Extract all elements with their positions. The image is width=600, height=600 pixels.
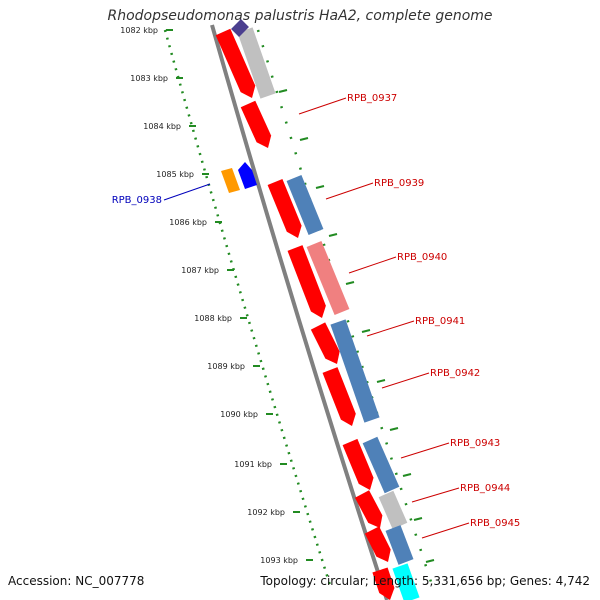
cds-feature-blue[interactable] <box>238 162 257 189</box>
cds-feature[interactable] <box>372 567 395 600</box>
blast-hit-feature[interactable] <box>237 27 276 99</box>
gene-label[interactable]: RPB_0943 <box>450 438 500 449</box>
gene-label[interactable]: RPB_0940 <box>397 252 447 263</box>
gene-label-leader <box>411 487 460 503</box>
cds-feature[interactable] <box>322 367 356 426</box>
ruler-tick-label: 1088 kbp <box>194 314 232 323</box>
cds-feature[interactable] <box>364 526 391 562</box>
gene-label-leader <box>298 97 347 115</box>
ruler-tick-label: 1089 kbp <box>207 362 245 371</box>
gene-label-leader <box>421 522 470 539</box>
gene-label[interactable]: RPB_0945 <box>470 518 520 529</box>
genome-summary-text: Topology: circular; Length: 5,331,656 bp… <box>260 574 590 588</box>
ruler-tick-label: 1086 kbp <box>169 218 207 227</box>
genome-backbone <box>210 24 389 600</box>
blast-hit-feature[interactable] <box>362 436 400 494</box>
gene-label[interactable]: RPB_0944 <box>460 483 510 494</box>
gene-label[interactable]: RPB_0938 <box>112 195 162 206</box>
outer-ruler-tick <box>278 89 288 93</box>
cds-feature[interactable] <box>287 245 326 318</box>
blast-hit-feature[interactable] <box>286 174 324 236</box>
blast-hit-feature[interactable] <box>330 319 380 423</box>
gene-label-leader <box>381 372 430 389</box>
outer-ruler-tick <box>361 329 371 333</box>
ruler-tick-label: 1092 kbp <box>247 508 285 517</box>
map-title: Rhodopseudomonas palustris HaA2, complet… <box>107 8 493 24</box>
ruler-tick-label: 1090 kbp <box>220 410 258 419</box>
gene-label[interactable]: RPB_0939 <box>374 178 424 189</box>
ruler-arc <box>163 29 332 586</box>
cds-feature[interactable] <box>310 322 340 364</box>
cds-feature[interactable] <box>215 28 256 98</box>
outer-ruler-tick <box>299 137 309 141</box>
gene-label-leader <box>366 320 415 337</box>
outer-ruler-tick <box>389 427 399 431</box>
cds-feature[interactable] <box>342 438 374 490</box>
outer-ruler-tick <box>402 473 412 477</box>
cds-feature[interactable] <box>354 490 383 528</box>
ruler-tick-label: 1082 kbp <box>120 26 158 35</box>
ruler-tick-label: 1083 kbp <box>130 74 168 83</box>
ruler-tick-label: 1091 kbp <box>234 460 272 469</box>
accession-text: Accession: NC_007778 <box>8 574 145 588</box>
gene-label[interactable]: RPB_0937 <box>347 93 397 104</box>
cds-feature[interactable] <box>267 178 302 238</box>
blast-hit-feature[interactable] <box>378 490 408 530</box>
gene-label-leader <box>348 256 397 274</box>
gene-label[interactable]: RPB_0941 <box>415 316 465 327</box>
outer-ruler-tick <box>425 559 435 563</box>
outer-ruler-tick <box>345 281 355 285</box>
cds-feature[interactable] <box>240 100 272 148</box>
gene-label-leader <box>163 183 211 201</box>
ruler-tick-label: 1087 kbp <box>181 266 219 275</box>
outer-ruler-tick <box>413 517 423 521</box>
outer-ruler-tick <box>315 185 325 189</box>
gene-label[interactable]: RPB_0942 <box>430 368 480 379</box>
ruler-tick-label: 1084 kbp <box>143 122 181 131</box>
outer-ruler-tick <box>328 233 338 237</box>
outer-ruler-tick <box>376 379 386 383</box>
ruler-tick-label: 1085 kbp <box>156 170 194 179</box>
gene-label-leader <box>325 182 374 200</box>
cds-feature[interactable] <box>231 19 249 37</box>
gene-label-leader <box>400 442 450 459</box>
blast-hit-feature[interactable] <box>392 563 420 600</box>
blast-hit-feature[interactable] <box>306 240 350 316</box>
cds-feature-orange[interactable] <box>221 168 240 193</box>
blast-hit-feature[interactable] <box>385 525 414 565</box>
ruler-tick-label: 1093 kbp <box>260 556 298 565</box>
